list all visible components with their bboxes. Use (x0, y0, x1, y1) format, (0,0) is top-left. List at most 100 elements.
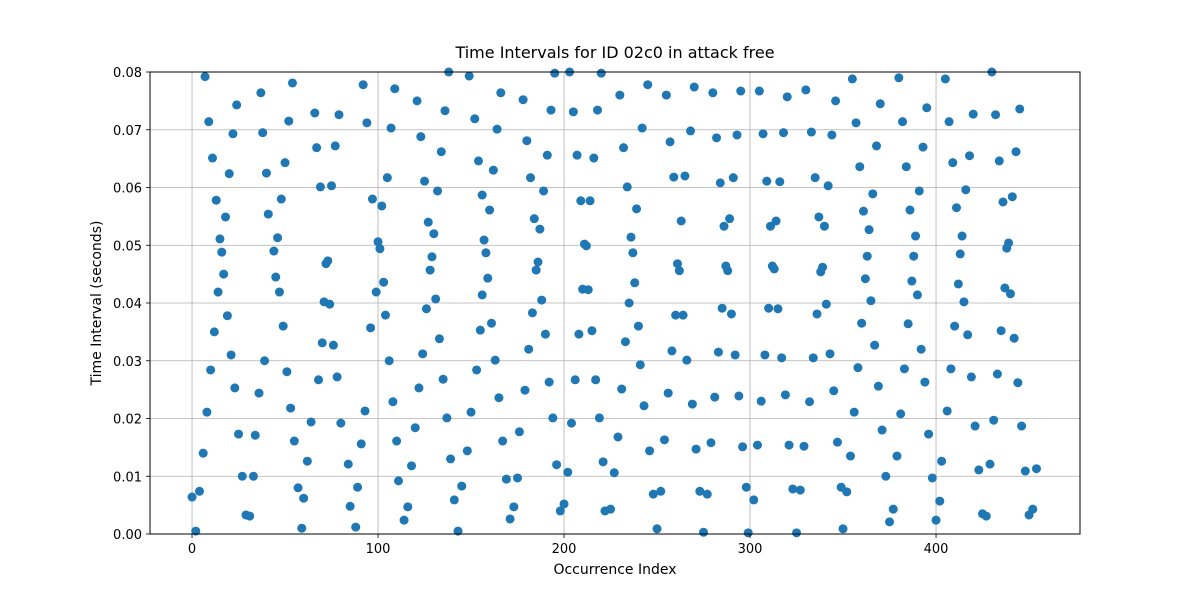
point (847, 74, 857, 84)
point (779, 128, 789, 138)
point (606, 504, 616, 514)
point (808, 353, 818, 363)
point (583, 285, 593, 295)
point (931, 515, 941, 525)
point (974, 465, 984, 475)
point (905, 205, 915, 215)
point (228, 129, 238, 139)
point (702, 489, 712, 499)
point (332, 372, 342, 382)
point (885, 517, 895, 527)
point (940, 74, 950, 84)
point (226, 350, 236, 360)
point (436, 147, 446, 157)
point (546, 105, 556, 115)
point (1031, 464, 1041, 474)
point (672, 259, 682, 269)
point (269, 246, 279, 256)
point (414, 383, 424, 393)
point (380, 310, 390, 320)
point (475, 325, 485, 335)
point (712, 133, 722, 143)
point (473, 156, 483, 166)
point (656, 486, 666, 496)
point (1011, 147, 1021, 157)
point (788, 484, 798, 494)
point (626, 232, 636, 242)
point (563, 467, 573, 477)
point (920, 377, 930, 387)
x-tick-label: 0 (188, 542, 196, 557)
point (695, 486, 705, 496)
point (498, 436, 508, 446)
point (635, 360, 645, 370)
point (204, 117, 214, 127)
point (388, 397, 398, 407)
point (881, 471, 891, 481)
point (944, 117, 954, 127)
point (518, 95, 528, 105)
point (237, 471, 247, 481)
point (799, 441, 809, 451)
point (1004, 238, 1014, 248)
point (981, 511, 991, 521)
point (393, 476, 403, 486)
point (217, 247, 227, 257)
point (951, 203, 961, 213)
point (858, 206, 868, 216)
point (782, 92, 792, 102)
point (209, 327, 219, 337)
point (522, 136, 532, 146)
point (752, 440, 762, 450)
point (431, 294, 441, 304)
point (617, 384, 627, 394)
point (232, 100, 242, 110)
point (576, 196, 586, 206)
point (862, 251, 872, 261)
point (200, 72, 210, 82)
point (407, 461, 417, 471)
y-tick-label: 0.05 (113, 239, 142, 254)
point (492, 124, 502, 134)
point (219, 269, 229, 279)
point (992, 369, 1002, 379)
y-tick-label: 0.06 (113, 182, 142, 197)
point (286, 403, 296, 413)
point (314, 375, 324, 385)
point (501, 474, 511, 484)
points (187, 67, 1041, 538)
point (758, 129, 768, 139)
point (719, 221, 729, 231)
point (864, 225, 874, 235)
point (873, 381, 883, 391)
point (773, 304, 783, 314)
point (529, 214, 539, 224)
point (682, 355, 692, 365)
point (373, 237, 383, 247)
point (851, 118, 861, 128)
point (806, 127, 816, 137)
point (559, 499, 569, 509)
point (659, 435, 669, 445)
point (280, 158, 290, 168)
point (449, 495, 459, 505)
point (194, 486, 204, 496)
point (741, 482, 751, 492)
point (433, 186, 443, 196)
y-axis-label: Time Interval (seconds) (89, 221, 105, 387)
point (222, 311, 232, 321)
y-tick-label: 0.02 (113, 413, 142, 428)
point (792, 528, 802, 538)
point (334, 110, 344, 120)
point (715, 178, 725, 188)
point (953, 279, 963, 289)
point (327, 181, 337, 191)
point (615, 90, 625, 100)
x-tick-label: 400 (924, 542, 949, 557)
point (845, 451, 855, 461)
point (429, 229, 439, 239)
point (1017, 421, 1027, 431)
point (665, 137, 675, 147)
point (325, 299, 335, 309)
y-tick-label: 0.01 (113, 470, 142, 485)
